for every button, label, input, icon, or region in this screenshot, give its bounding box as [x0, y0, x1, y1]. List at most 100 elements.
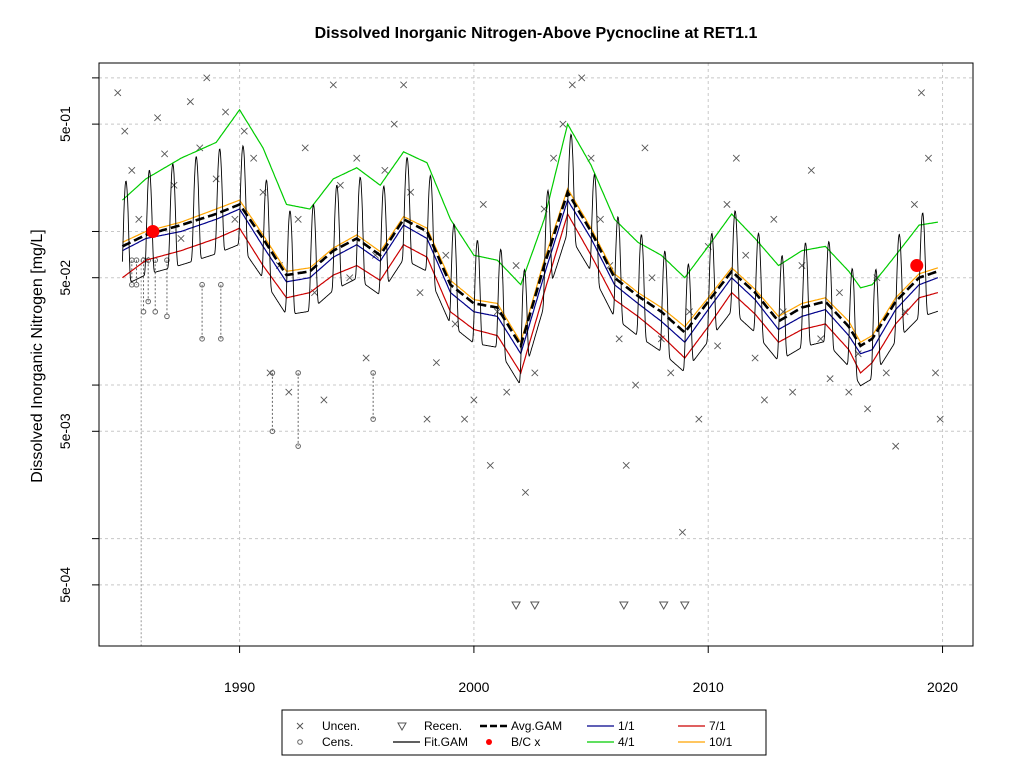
uncensored-point: [362, 354, 370, 362]
uncensored-point: [550, 154, 558, 162]
censored-point: [152, 308, 159, 315]
uncensored-point: [231, 215, 239, 223]
uncensored-point: [240, 127, 248, 135]
legend-label: Recen.: [424, 719, 462, 733]
uncensored-point: [400, 81, 408, 89]
uncensored-point: [714, 342, 722, 350]
uncensored-point: [320, 396, 328, 404]
uncensored-point: [114, 89, 122, 97]
censored-point: [145, 298, 152, 305]
legend-symbol-dot: [486, 739, 492, 745]
uncensored-point: [559, 120, 567, 128]
censored-point: [133, 257, 140, 264]
censored-point: [218, 281, 224, 288]
y-tick-label: 5e-04: [57, 567, 73, 603]
uncensored-point: [196, 144, 204, 152]
x-tick-label: 2020: [927, 679, 958, 695]
uncensored-point: [222, 108, 230, 116]
legend-label: 7/1: [709, 719, 726, 733]
censored-point: [199, 336, 205, 342]
uncensored-point: [910, 200, 918, 208]
legend-symbol-triangle: [397, 722, 407, 732]
plot-frame: [98, 62, 974, 647]
uncensored-point: [353, 154, 361, 162]
uncensored-point: [632, 381, 640, 389]
uncensored-point: [936, 415, 944, 423]
uncensored-point: [285, 388, 293, 396]
grid-lines: [99, 63, 973, 646]
uncensored-point: [615, 335, 623, 343]
uncensored-point: [170, 181, 178, 189]
uncensored-point: [817, 335, 825, 343]
censored-point: [164, 313, 170, 320]
uncensored-point: [760, 396, 768, 404]
uncensored-point: [128, 166, 136, 174]
uncensored-point: [212, 175, 220, 183]
legend-label: 4/1: [618, 735, 635, 749]
uncensored-point: [423, 415, 431, 423]
recensored-point: [619, 601, 629, 610]
legend-label: Cens.: [322, 735, 353, 749]
uncensored-point: [770, 215, 778, 223]
uncensored-point: [203, 74, 211, 82]
x-tick-label: 2010: [693, 679, 724, 695]
y-axis-label: Dissolved Inorganic Nitrogen [mg/L]: [29, 229, 46, 482]
axes: 1990 2000 2010 2020 5e-04 5e-03 5e-02 5e-01: [57, 77, 958, 695]
uncensored-point: [742, 251, 750, 259]
chart-title: Dissolved Inorganic Nitrogen-Above Pycno…: [315, 25, 758, 42]
censored-point: [133, 281, 140, 288]
censored-point: [199, 281, 205, 288]
uncensored-point: [186, 98, 194, 106]
censored-point: [269, 370, 276, 376]
uncensored-point: [641, 144, 649, 152]
uncensored-point: [732, 154, 740, 162]
legend: Uncen. Recen. Avg.GAM 1/1 7/1 Cens. Fit.GAM B/C…: [281, 709, 767, 756]
series-line-10-1: [122, 187, 939, 344]
uncensored-point: [648, 274, 656, 282]
uncensored-point: [931, 369, 940, 377]
uncensored-point: [695, 415, 703, 423]
censored-point: [295, 443, 301, 449]
legend-label: Uncen.: [322, 719, 360, 733]
uncensored-point: [789, 388, 797, 396]
uncensored-point: [807, 166, 815, 174]
uncensored-point: [723, 200, 731, 208]
uncensored-point: [882, 369, 890, 377]
legend-label: Fit.GAM: [424, 735, 468, 749]
uncensored-point: [416, 289, 424, 297]
uncensored-point: [578, 74, 586, 82]
x-tick-label: 1990: [224, 679, 255, 695]
series-lines: [121, 108, 939, 387]
uncensored-point: [154, 114, 162, 122]
data-points: [114, 74, 944, 610]
uncensored-point: [470, 396, 478, 404]
uncensored-point: [596, 215, 604, 223]
uncensored-point: [486, 461, 494, 469]
censored-point: [140, 308, 147, 315]
series-line-1-1: [122, 198, 939, 356]
uncensored-point: [917, 89, 925, 97]
bc-point: [910, 259, 924, 273]
uncensored-point: [479, 200, 487, 208]
y-tick-label: 5e-01: [57, 106, 73, 142]
uncensored-point: [250, 154, 258, 162]
recensored-point: [529, 601, 540, 610]
censored-point: [370, 370, 376, 376]
uncensored-point: [864, 405, 872, 413]
uncensored-point: [329, 81, 337, 89]
legend-label: 10/1: [709, 735, 733, 749]
series-line-4-1: [122, 108, 938, 289]
uncensored-point: [294, 215, 302, 223]
series-line-7-1: [122, 212, 939, 375]
uncensored-point: [161, 150, 169, 158]
uncensored-point: [568, 81, 576, 89]
legend-symbol-cross: [296, 722, 304, 730]
recensored-point: [679, 601, 690, 610]
uncensored-point: [835, 289, 843, 297]
legend-box: [281, 709, 767, 756]
uncensored-point: [301, 144, 309, 152]
uncensored-point: [503, 388, 511, 396]
uncensored-point: [531, 369, 539, 377]
bc-point: [146, 224, 160, 238]
